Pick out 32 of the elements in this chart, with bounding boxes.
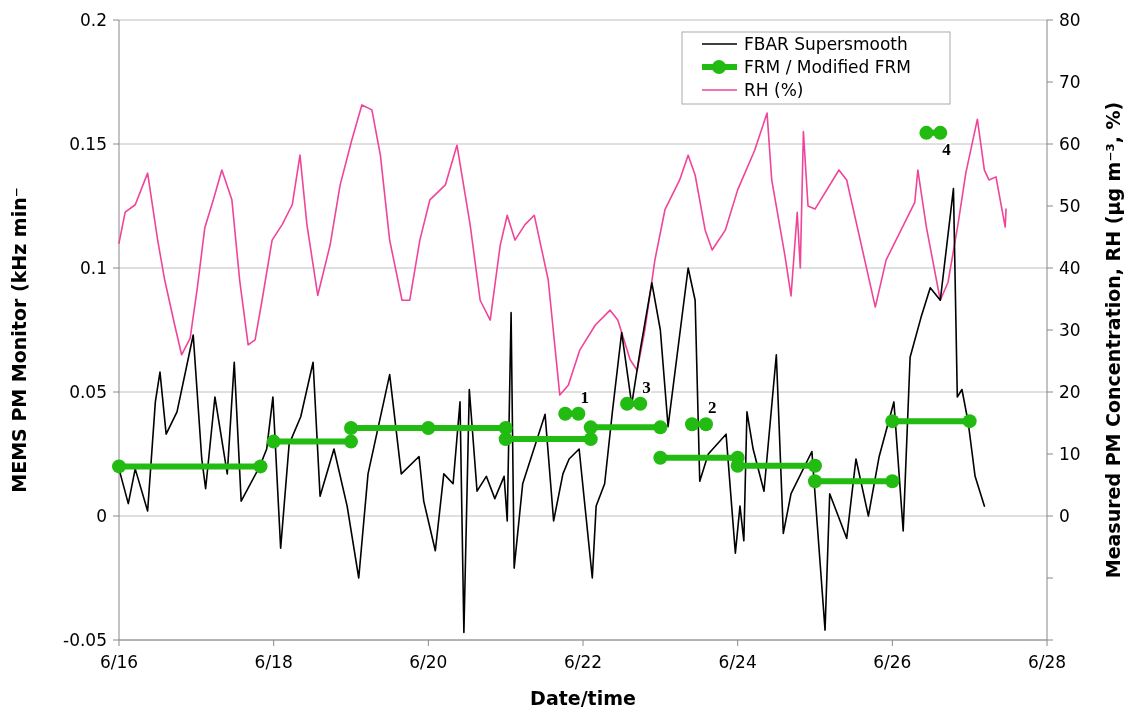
y2-tick-label: 60 (1059, 133, 1081, 154)
annotation: 3 (642, 377, 651, 397)
x-tick-label: 6/20 (409, 652, 448, 672)
y-tick-label: 0.2 (79, 9, 107, 30)
x-tick-label: 6/18 (254, 652, 293, 672)
y2-tick-label: 40 (1059, 257, 1081, 278)
y2-tick-label: 30 (1059, 319, 1081, 340)
x-tick-label: 6/24 (718, 652, 757, 672)
legend-label: RH (%) (744, 79, 804, 100)
annotation: 1 (580, 387, 589, 407)
x-tick-label: 6/28 (1027, 652, 1067, 672)
y2-tick-label: 70 (1059, 71, 1081, 92)
x-tick-label: 6/22 (563, 652, 603, 672)
y-tick-label: 0 (96, 505, 107, 526)
y2-tick-label: 10 (1059, 443, 1081, 464)
y2-tick-label: 50 (1059, 195, 1081, 216)
legend-label: FRM / Modified FRM (744, 56, 911, 77)
y-tick-label: 0.15 (69, 133, 107, 154)
y-tick-label: 0.05 (69, 381, 107, 402)
y2-tick-label: 80 (1059, 9, 1081, 30)
annotation: 4 (942, 139, 952, 159)
x-axis-title: Date/time (530, 687, 636, 709)
y2-tick-label: 20 (1059, 381, 1081, 402)
y-tick-label: 0.1 (79, 257, 107, 278)
x-tick-label: 6/26 (873, 652, 912, 672)
y-axis-title: MEMS PM Monitor (kHz min⁻ (8, 187, 30, 493)
y2-axis-title: Measured PM Concentration, RH (µg m⁻³, %) (1102, 101, 1124, 579)
y2-tick-label: 0 (1059, 505, 1070, 526)
annotation: 2 (707, 398, 717, 418)
legend-label: FBAR Supersmooth (744, 33, 908, 54)
x-tick-label: 6/16 (99, 652, 139, 672)
y-tick-label: -0.05 (63, 629, 107, 650)
